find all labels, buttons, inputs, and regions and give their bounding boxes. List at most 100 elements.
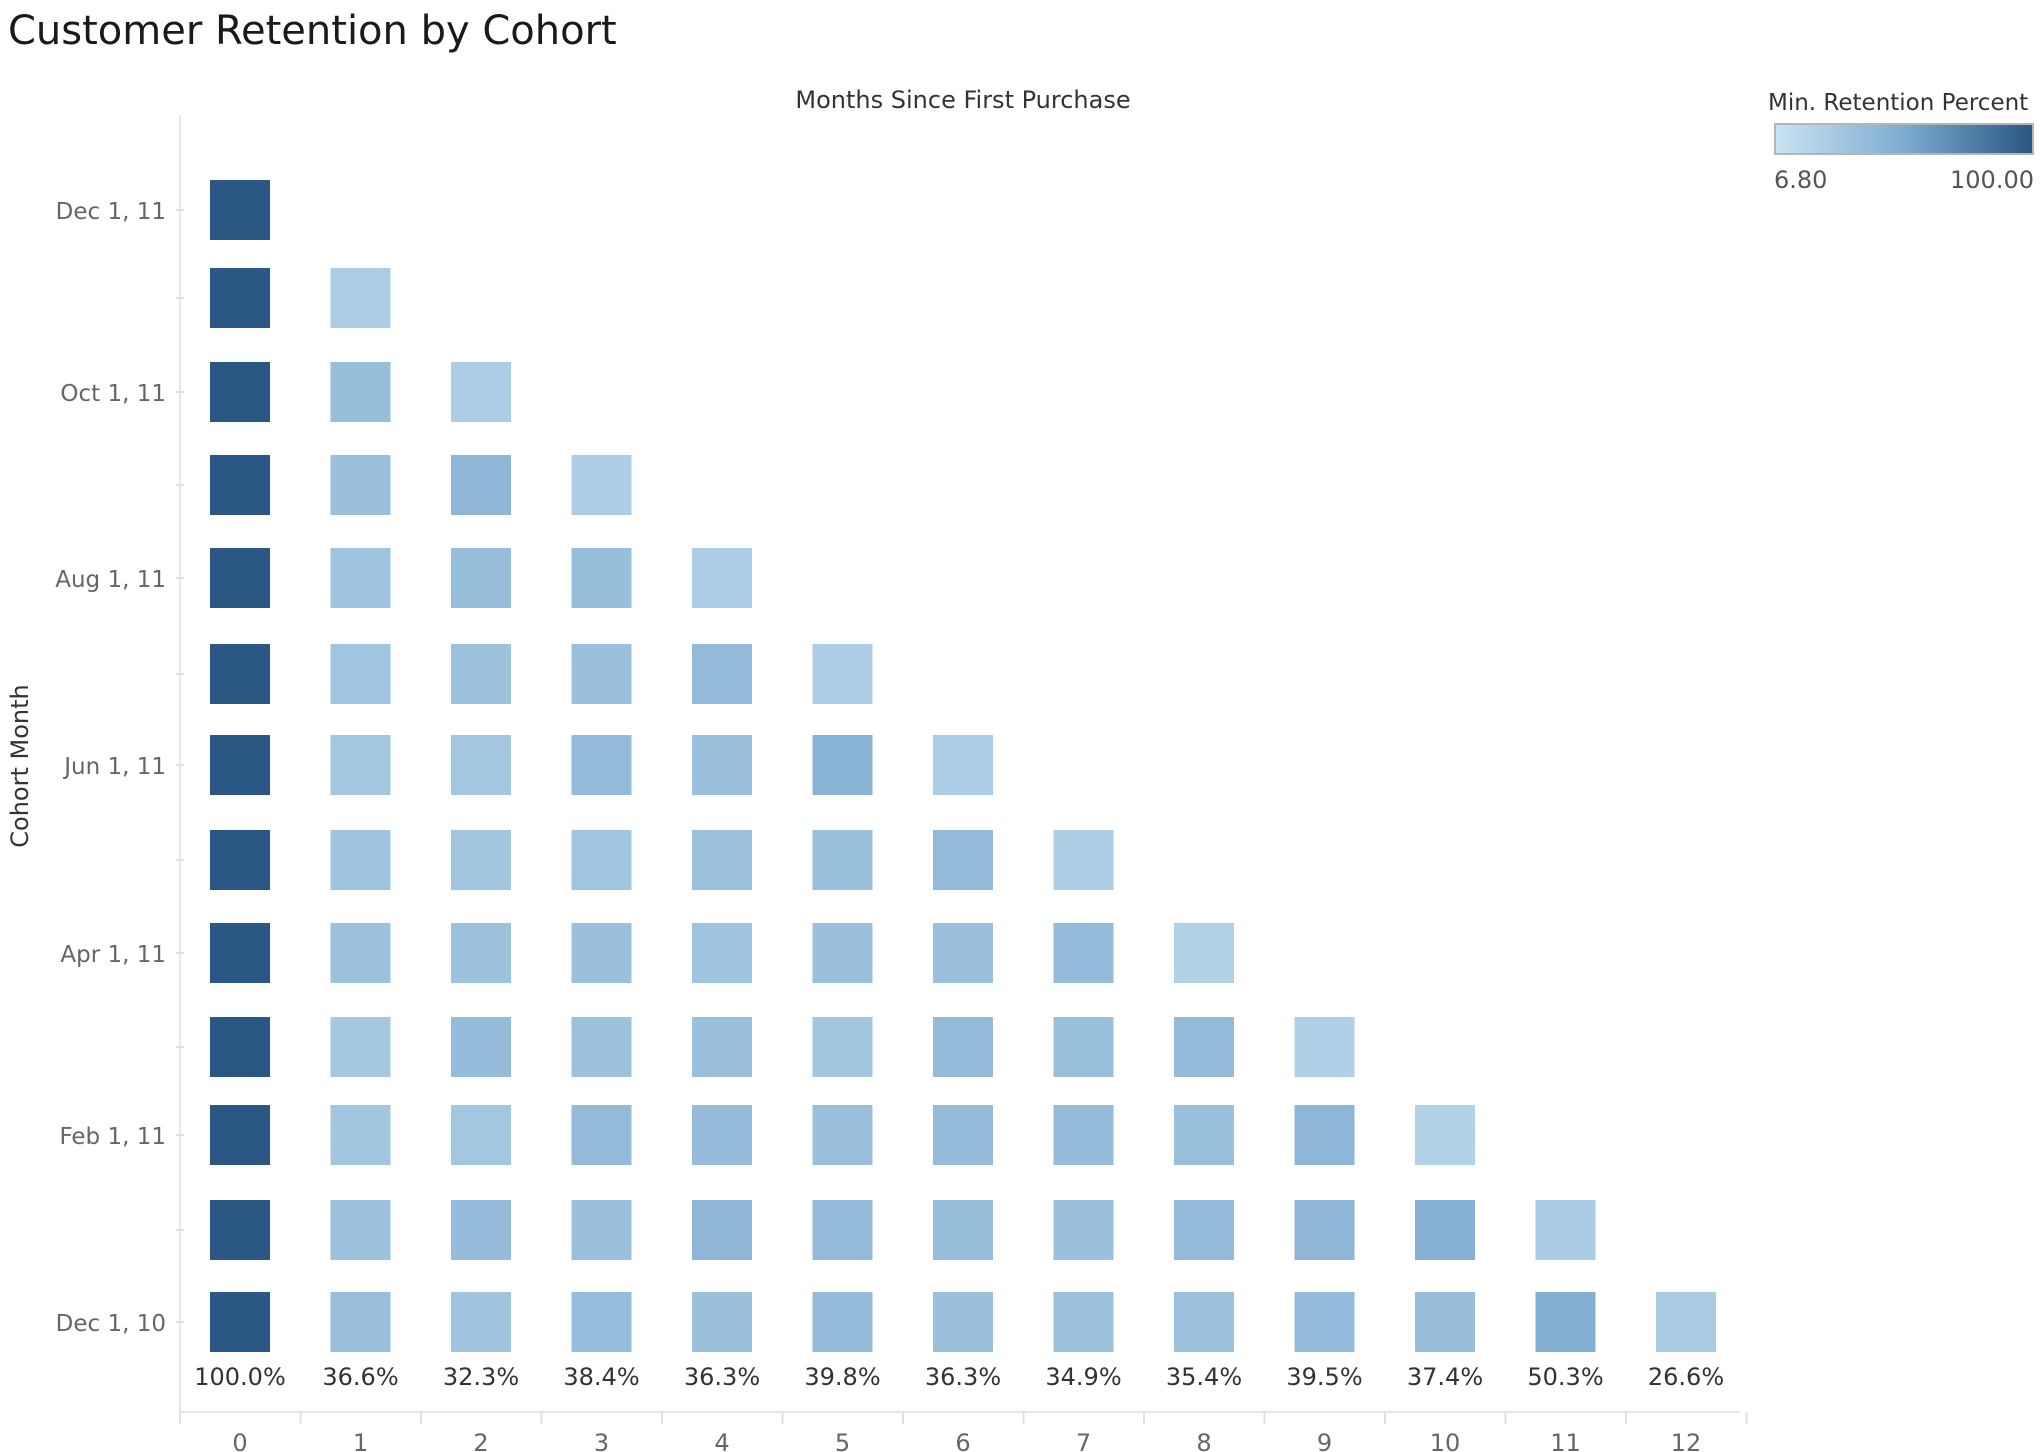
heatmap-cell: Dec 1, 10 / 1 (330, 1292, 391, 1352)
x-tick-label: 8 (1196, 1429, 1211, 1452)
legend-title: Min. Retention Percent (1768, 90, 2029, 116)
heatmap-cell: Oct 1, 11 / 2 (451, 362, 511, 422)
heatmap-cell: Jun 1, 11 / 5 (812, 735, 873, 795)
heatmap-cell: / 11 (1535, 1200, 1596, 1260)
heatmap-cell: / 2 (451, 830, 511, 890)
heatmap-cell: / 7 (1053, 830, 1114, 890)
heatmap-cell: / 5 (812, 1200, 873, 1260)
heatmap-cell: Feb 1, 11 / 1 (330, 1105, 391, 1165)
heatmap-cell: Feb 1, 11 / 3 (571, 1105, 632, 1165)
y-tick-label: Dec 1, 11 (56, 199, 166, 225)
heatmap-cell: Feb 1, 11 / 7 (1053, 1105, 1114, 1165)
heatmap-cell: Dec 1, 10 / 2 (451, 1292, 511, 1352)
heatmap-cell: / 5 (812, 1017, 873, 1077)
heatmap-cell: Dec 1, 10 / 10 (1415, 1292, 1475, 1352)
heatmap-cell: / 9 (1294, 1200, 1355, 1260)
heatmap-cell: / 2 (451, 644, 511, 704)
cell-data-label: 36.3% (684, 1363, 760, 1391)
heatmap-cell: / 2 (451, 1200, 511, 1260)
heatmap-cell: Apr 1, 11 / 7 (1053, 923, 1114, 983)
heatmap-cell: / 7 (1053, 1200, 1114, 1260)
y-tick-label: Dec 1, 10 (56, 1311, 166, 1337)
heatmap-cell: / 9 (1294, 1017, 1355, 1077)
heatmap-cell: Jun 1, 11 / 4 (692, 735, 752, 795)
heatmap-cell: Aug 1, 11 / 0 (210, 548, 270, 608)
cell-data-label: 100.0% (194, 1363, 286, 1391)
x-axis-title: Months Since First Purchase (795, 86, 1130, 114)
heatmap-cell: / 3 (571, 455, 632, 515)
heatmap-cell: / 6 (933, 830, 993, 890)
cell-data-label: 37.4% (1407, 1363, 1483, 1391)
heatmap-cell: Dec 1, 10 / 3 (571, 1292, 632, 1352)
x-tick-label: 10 (1430, 1429, 1461, 1452)
heatmap-cell: Apr 1, 11 / 3 (571, 923, 632, 983)
cell-data-label: 35.4% (1166, 1363, 1242, 1391)
heatmap-cell: Apr 1, 11 / 1 (330, 923, 391, 983)
heatmap-cell: / 0 (210, 455, 270, 515)
heatmap-cell: / 3 (571, 644, 632, 704)
legend-gradient-bar (1774, 123, 2034, 155)
cell-data-label: 36.3% (925, 1363, 1001, 1391)
heatmap-cell: / 5 (812, 830, 873, 890)
y-tick-label: Aug 1, 11 (55, 567, 166, 593)
heatmap-cell: Dec 1, 11 / 0 (210, 180, 270, 240)
heatmap-cell: / 6 (933, 1017, 993, 1077)
x-tick-label: 11 (1550, 1429, 1581, 1452)
heatmap-cell: Aug 1, 11 / 3 (571, 548, 632, 608)
y-tick-label: Feb 1, 11 (59, 1124, 166, 1150)
x-tick-label: 4 (714, 1429, 729, 1452)
heatmap-cell: / 10 (1415, 1200, 1475, 1260)
heatmap-cell: Apr 1, 11 / 0 (210, 923, 270, 983)
heatmap-cell: / 0 (210, 1017, 270, 1077)
heatmap-cell: Oct 1, 11 / 1 (330, 362, 391, 422)
heatmap-cell: / 8 (1174, 1017, 1234, 1077)
x-tick-label: 12 (1671, 1429, 1702, 1452)
heatmap-cell: / 1 (330, 1200, 391, 1260)
heatmap-cell: / 2 (451, 1017, 511, 1077)
x-tick-label: 1 (353, 1429, 368, 1452)
heatmap-cell: Dec 1, 10 / 6 (933, 1292, 993, 1352)
x-tick-label: 3 (594, 1429, 609, 1452)
heatmap-cell: / 1 (330, 830, 391, 890)
heatmap-cell: Oct 1, 11 / 0 (210, 362, 270, 422)
heatmap-cell: Aug 1, 11 / 1 (330, 548, 391, 608)
cell-data-label: 38.4% (563, 1363, 639, 1391)
heatmap-cell: / 0 (210, 830, 270, 890)
y-axis-title: Cohort Month (6, 684, 34, 847)
heatmap-cell: / 1 (330, 1017, 391, 1077)
heatmap-cell: Jun 1, 11 / 6 (933, 735, 993, 795)
heatmap-cell: / 4 (692, 830, 752, 890)
heatmap-cell: / 0 (210, 268, 270, 328)
heatmap-cell: / 5 (812, 644, 873, 704)
legend-min-label: 6.80 (1774, 166, 1828, 194)
heatmap-cell: Apr 1, 11 / 5 (812, 923, 873, 983)
cell-data-label: 32.3% (443, 1363, 519, 1391)
heatmap-cell: Dec 1, 10 / 0 (210, 1292, 270, 1352)
heatmap-cell: Dec 1, 10 / 5 (812, 1292, 873, 1352)
heatmap-cell: / 0 (210, 1200, 270, 1260)
heatmap-cell: Feb 1, 11 / 2 (451, 1105, 511, 1165)
heatmap-cell: / 1 (330, 644, 391, 704)
cell-data-label: 36.6% (322, 1363, 398, 1391)
heatmap-cell: / 8 (1174, 1200, 1234, 1260)
x-tick-label: 2 (473, 1429, 488, 1452)
heatmap-cell: Jun 1, 11 / 1 (330, 735, 391, 795)
heatmap-cell: / 1 (330, 455, 391, 515)
y-tick-label: Jun 1, 11 (62, 754, 166, 780)
heatmap-cell: Feb 1, 11 / 10 (1415, 1105, 1475, 1165)
chart-title: Customer Retention by Cohort (8, 8, 617, 54)
heatmap-cell: Dec 1, 10 / 4 (692, 1292, 752, 1352)
heatmap-cell: / 6 (933, 1200, 993, 1260)
heatmap-cell: Apr 1, 11 / 6 (933, 923, 993, 983)
heatmap-cell: / 3 (571, 1200, 632, 1260)
x-tick-label: 5 (835, 1429, 850, 1452)
heatmap-cell: / 3 (571, 830, 632, 890)
heatmap-cell: / 4 (692, 1200, 752, 1260)
heatmap-cell: Dec 1, 10 / 9 (1294, 1292, 1355, 1352)
heatmap-cell: / 3 (571, 1017, 632, 1077)
heatmap-cell: Aug 1, 11 / 4 (692, 548, 752, 608)
heatmap-cell: Aug 1, 11 / 2 (451, 548, 511, 608)
heatmap-cell: Jun 1, 11 / 2 (451, 735, 511, 795)
x-tick-label: 9 (1317, 1429, 1332, 1452)
y-tick-label: Oct 1, 11 (60, 381, 166, 407)
